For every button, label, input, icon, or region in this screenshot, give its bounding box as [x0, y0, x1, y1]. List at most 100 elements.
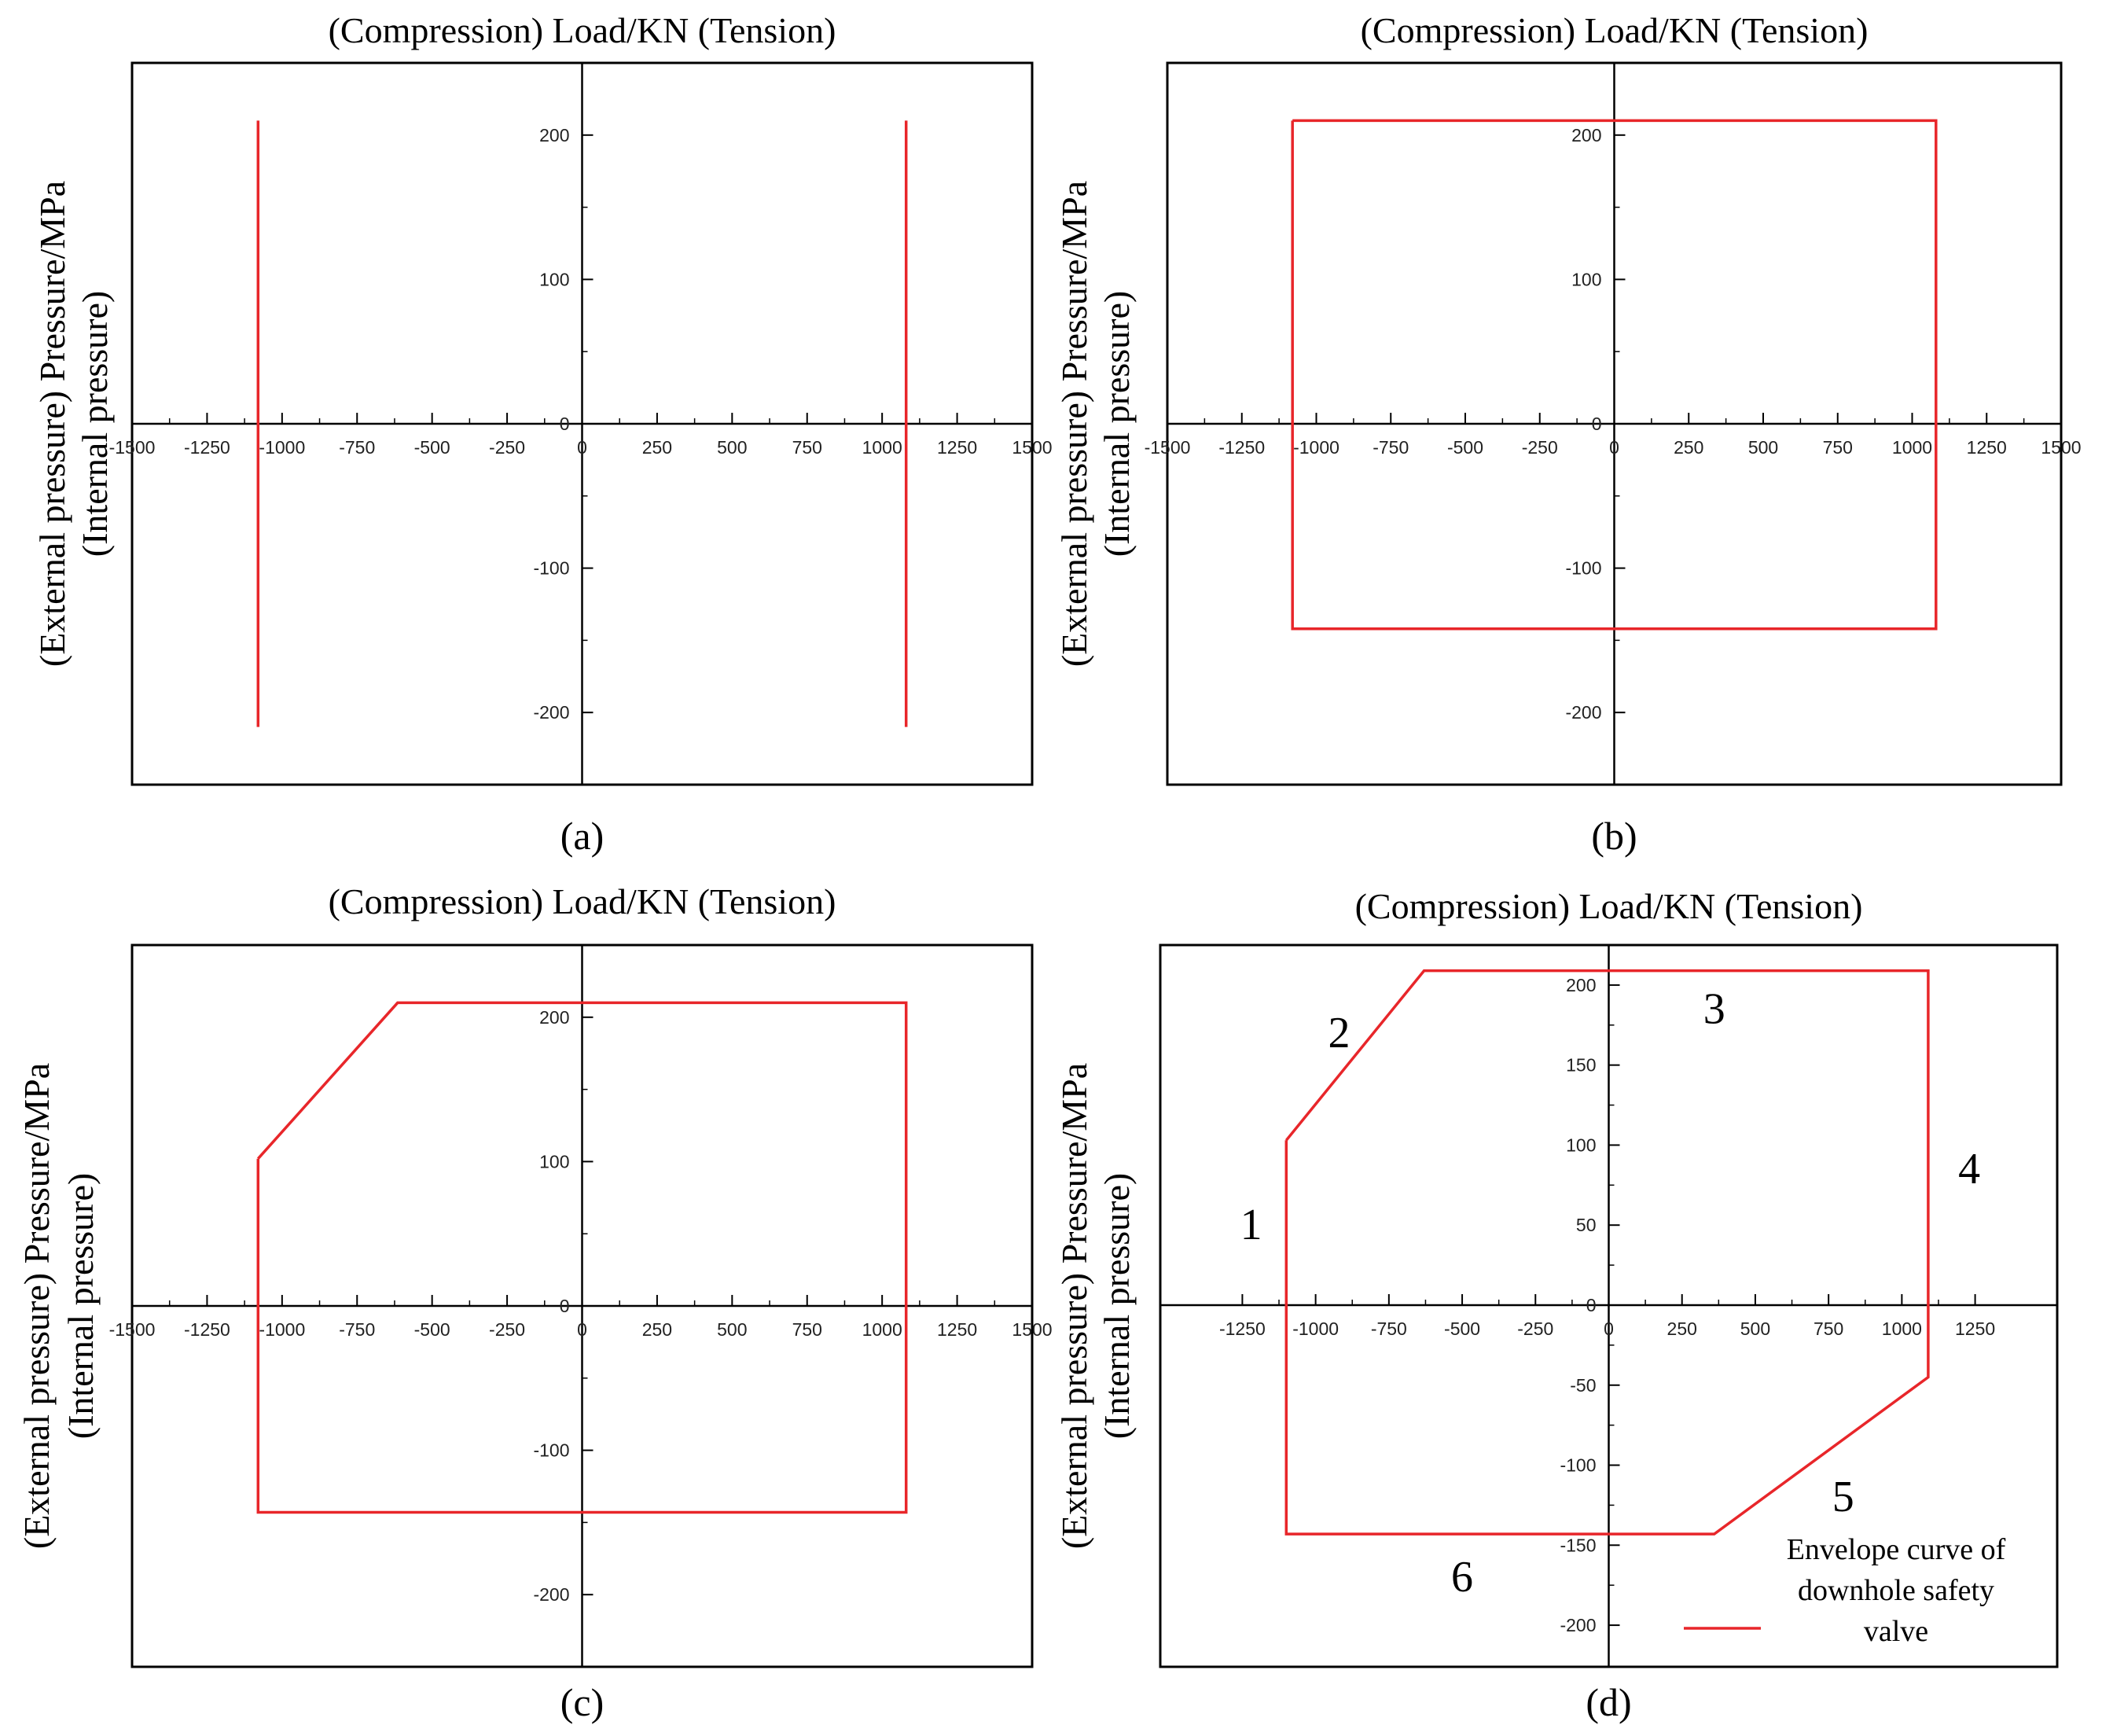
- x-tick-label: 0: [577, 437, 587, 458]
- x-tick-label: 250: [642, 1319, 672, 1340]
- x-tick-label: -1250: [184, 437, 230, 458]
- region-label: 4: [1958, 1145, 1980, 1194]
- x-tick-label: 250: [1667, 1319, 1697, 1339]
- x-tick-label: -1000: [1293, 437, 1339, 458]
- legend: Envelope curve of downhole safety valve: [1684, 1533, 2006, 1648]
- x-tick-label: 500: [1740, 1319, 1770, 1339]
- region-label: 5: [1832, 1473, 1854, 1521]
- chart-panel-4: (Compression) Load/KN (Tension) -1250 -100…: [1054, 886, 2059, 1724]
- y-tick-label: 0: [1586, 1295, 1597, 1315]
- panel-caption: (b): [1591, 814, 1637, 858]
- x-tick-label: 250: [1674, 437, 1703, 458]
- x-tick-label: -1500: [1145, 437, 1191, 458]
- x-tick-label: -250: [1517, 1319, 1553, 1339]
- x-tick-label: 750: [792, 437, 822, 458]
- y-axis-label: (External pressure) Pressure/MPa: [32, 181, 72, 667]
- x-tick-label: -1500: [109, 1319, 156, 1340]
- y-tick-label: -50: [1570, 1375, 1596, 1396]
- x-tick-label: 1000: [862, 1319, 902, 1340]
- y-tick-label: 200: [1571, 125, 1601, 145]
- y-axis-label: (Internal pressure): [61, 1173, 101, 1439]
- y-tick-label: 0: [1592, 414, 1602, 434]
- y-tick-label: 200: [539, 1007, 569, 1028]
- legend-text: valve: [1864, 1615, 1928, 1648]
- x-tick-label: -250: [1522, 437, 1558, 458]
- x-tick-label: -250: [489, 437, 525, 458]
- x-tick-label: 1000: [862, 437, 902, 458]
- chart-panel-2: (Compression) Load/KN (Tension) -1500 -125…: [1054, 10, 2082, 858]
- y-axis-label: (Internal pressure): [1097, 291, 1137, 557]
- y-tick-label: -200: [1560, 1615, 1596, 1635]
- x-tick-label: 1000: [1892, 437, 1932, 458]
- y-axis-label: (External pressure) Pressure/MPa: [1054, 181, 1094, 667]
- y-tick-label: -200: [533, 1584, 569, 1605]
- x-tick-label: 0: [1604, 1319, 1614, 1339]
- x-tick-label: -750: [1373, 437, 1409, 458]
- panel-caption: (c): [560, 1680, 605, 1724]
- y-tick-label: 0: [560, 1296, 570, 1316]
- y-tick-label: 100: [1566, 1135, 1596, 1155]
- chart-title: (Compression) Load/KN (Tension): [329, 10, 836, 50]
- y-tick-label: 100: [539, 269, 569, 289]
- x-tick-label: -750: [339, 1319, 375, 1340]
- y-tick-label: 150: [1566, 1055, 1596, 1076]
- y-tick-label: 100: [539, 1151, 569, 1171]
- x-tick-label: -750: [339, 437, 375, 458]
- y-tick-label: -200: [1565, 702, 1601, 723]
- y-tick-label: 200: [539, 125, 569, 145]
- x-tick-label: 0: [577, 1319, 587, 1340]
- x-tick-label: 1250: [1955, 1319, 1995, 1339]
- envelope-line: [1284, 969, 1930, 1536]
- x-tick-label: -1250: [1218, 437, 1265, 458]
- x-tick-label: 750: [1823, 437, 1853, 458]
- y-tick-label: -100: [533, 1440, 569, 1461]
- region-label: 2: [1328, 1009, 1350, 1057]
- chart-panel-3: (Compression) Load/KN (Tension) -1500 -125…: [17, 881, 1053, 1724]
- region-label: 6: [1451, 1553, 1473, 1602]
- panel-caption: (d): [1586, 1680, 1631, 1724]
- x-tick-label: -1500: [109, 437, 156, 458]
- chart-title: (Compression) Load/KN (Tension): [1361, 10, 1869, 50]
- region-label: 1: [1240, 1201, 1262, 1249]
- y-tick-label: -150: [1560, 1535, 1596, 1555]
- x-tick-label: 500: [717, 1319, 747, 1340]
- x-tick-label: 250: [642, 437, 672, 458]
- y-tick-label: -200: [533, 702, 569, 723]
- legend-text: downhole safety: [1798, 1574, 1994, 1607]
- y-tick-label: 0: [560, 414, 570, 434]
- x-tick-label: -1250: [1219, 1319, 1266, 1339]
- x-tick-label: -500: [414, 437, 450, 458]
- chart-title: (Compression) Load/KN (Tension): [1355, 886, 1863, 926]
- y-axis-label: (Internal pressure): [75, 291, 115, 557]
- x-tick-label: 1250: [937, 1319, 977, 1340]
- y-axis-label: (External pressure) Pressure/MPa: [1054, 1063, 1094, 1549]
- x-tick-label: -1250: [184, 1319, 230, 1340]
- x-tick-label: -250: [489, 1319, 525, 1340]
- x-tick-label: 1500: [1012, 437, 1052, 458]
- x-tick-label: 500: [717, 437, 747, 458]
- y-axis-label: (External pressure) Pressure/MPa: [17, 1063, 57, 1549]
- x-tick-label: -500: [1447, 437, 1483, 458]
- y-tick-label: -100: [1565, 558, 1601, 579]
- x-tick-label: -500: [1444, 1319, 1480, 1339]
- region-label: 3: [1703, 984, 1725, 1033]
- y-axis-label: (Internal pressure): [1097, 1173, 1137, 1439]
- x-tick-label: 0: [1609, 437, 1619, 458]
- x-tick-label: -1000: [259, 1319, 305, 1340]
- chart-panel-1: (Compression) Load/KN (Tension) -1500 -125…: [32, 10, 1053, 858]
- chart-title: (Compression) Load/KN (Tension): [329, 881, 836, 921]
- x-tick-label: 1000: [1882, 1319, 1922, 1339]
- x-tick-label: 1500: [2041, 437, 2081, 458]
- envelope-line: [256, 1001, 908, 1514]
- x-tick-label: 500: [1748, 437, 1778, 458]
- x-tick-label: -1000: [1292, 1319, 1339, 1339]
- y-tick-label: 100: [1571, 269, 1601, 289]
- x-tick-label: 750: [1814, 1319, 1843, 1339]
- x-tick-label: 1250: [1967, 437, 2007, 458]
- x-tick-label: 1500: [1012, 1319, 1052, 1340]
- x-tick-label: 1250: [937, 437, 977, 458]
- y-tick-label: -100: [533, 558, 569, 579]
- y-tick-label: 50: [1576, 1215, 1597, 1235]
- y-tick-label: 200: [1566, 975, 1596, 995]
